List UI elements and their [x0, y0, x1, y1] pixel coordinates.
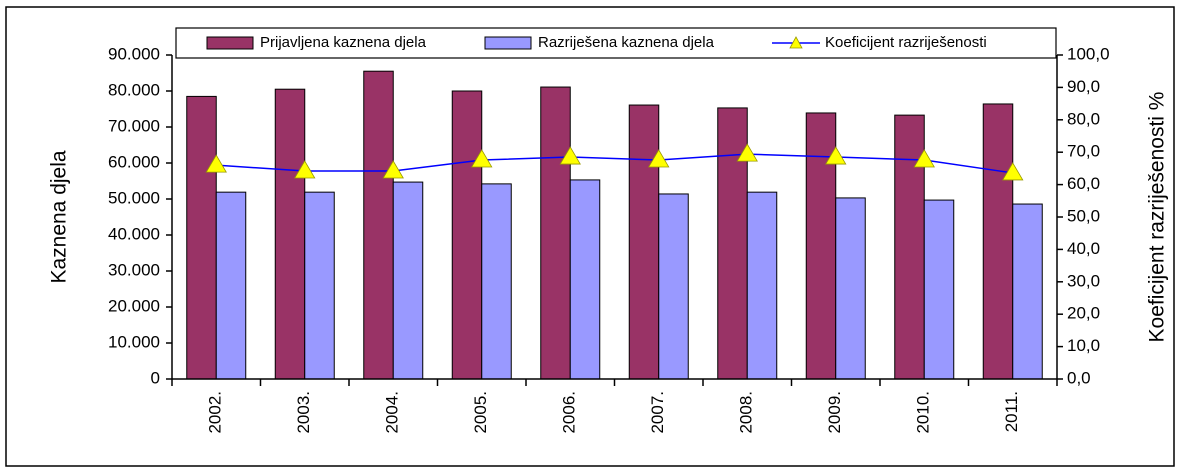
y2-tick-label: 80,0 — [1067, 109, 1100, 128]
marker — [825, 146, 847, 165]
y-tick-label: 10.000 — [108, 332, 160, 351]
bar — [628, 104, 660, 380]
bar — [363, 70, 394, 380]
marker — [382, 160, 404, 179]
bar — [540, 86, 571, 380]
y2-tick-label: 20,0 — [1067, 304, 1100, 323]
legend-label: Razriješena kaznena djela — [538, 34, 715, 51]
legend-swatch — [484, 36, 532, 50]
y-axis-title: Kaznena djela — [48, 150, 71, 283]
legend-swatch — [206, 36, 254, 50]
bar — [805, 112, 837, 380]
bar — [569, 179, 601, 380]
y-tick-label: 60.000 — [108, 152, 160, 171]
y2-tick-label: 30,0 — [1067, 271, 1100, 290]
marker — [1002, 162, 1024, 181]
y2-tick-label: 90,0 — [1067, 77, 1100, 96]
legend-label: Koeficijent razriješenosti — [825, 34, 987, 51]
y-tick-label: 30.000 — [108, 260, 160, 279]
bar — [186, 95, 217, 380]
x-tick-label: 2002. — [206, 391, 225, 434]
y2-tick-label: 0,0 — [1067, 368, 1091, 387]
marker — [205, 154, 227, 173]
x-tick-label: 2003. — [294, 391, 313, 434]
bar — [451, 90, 483, 380]
y-tick-label: 20.000 — [108, 296, 160, 315]
x-tick-label: 2011. — [1002, 391, 1021, 432]
bar — [1012, 203, 1043, 380]
y2-tick-label: 10,0 — [1067, 336, 1100, 355]
x-tick-label: 2007. — [648, 391, 667, 434]
y2-tick-label: 60,0 — [1067, 174, 1100, 193]
bar — [746, 191, 778, 380]
y2-tick-label: 100,0 — [1067, 44, 1110, 63]
y-tick-label: 70.000 — [108, 116, 160, 135]
bar — [215, 191, 247, 380]
y2-tick-label: 70,0 — [1067, 142, 1100, 161]
legend-label: Prijavljena kaznena djela — [260, 34, 427, 51]
y-tick-label: 40.000 — [108, 224, 160, 243]
y2-axis-title: Koeficijent razriješenosti % — [1146, 92, 1169, 343]
x-tick-label: 2006. — [560, 391, 579, 434]
x-tick-label: 2009. — [825, 391, 844, 434]
legend-marker — [789, 36, 803, 49]
bar — [392, 181, 424, 380]
bar — [717, 107, 748, 380]
y-tick-label: 90.000 — [108, 44, 160, 63]
bar — [923, 199, 955, 380]
marker — [559, 146, 581, 165]
marker — [294, 160, 316, 179]
marker — [648, 149, 670, 168]
bar — [481, 183, 512, 380]
y-tick-label: 80.000 — [108, 80, 160, 99]
bar — [982, 103, 1014, 380]
marker — [471, 149, 493, 168]
y2-tick-label: 50,0 — [1067, 206, 1100, 225]
marker — [913, 149, 935, 168]
x-tick-label: 2004. — [383, 391, 402, 434]
bar — [658, 193, 689, 380]
bar — [304, 191, 335, 380]
bar — [835, 197, 866, 380]
line — [216, 153, 1013, 174]
y-tick-label: 50.000 — [108, 188, 160, 207]
y2-tick-label: 40,0 — [1067, 239, 1100, 258]
y-tick-label: 0 — [151, 368, 160, 387]
legend — [175, 27, 1057, 59]
bar — [894, 114, 925, 380]
x-tick-label: 2005. — [471, 391, 490, 434]
x-tick-label: 2010. — [914, 391, 933, 434]
x-tick-label: 2008. — [737, 391, 756, 434]
marker — [736, 143, 758, 162]
bar — [274, 88, 306, 380]
